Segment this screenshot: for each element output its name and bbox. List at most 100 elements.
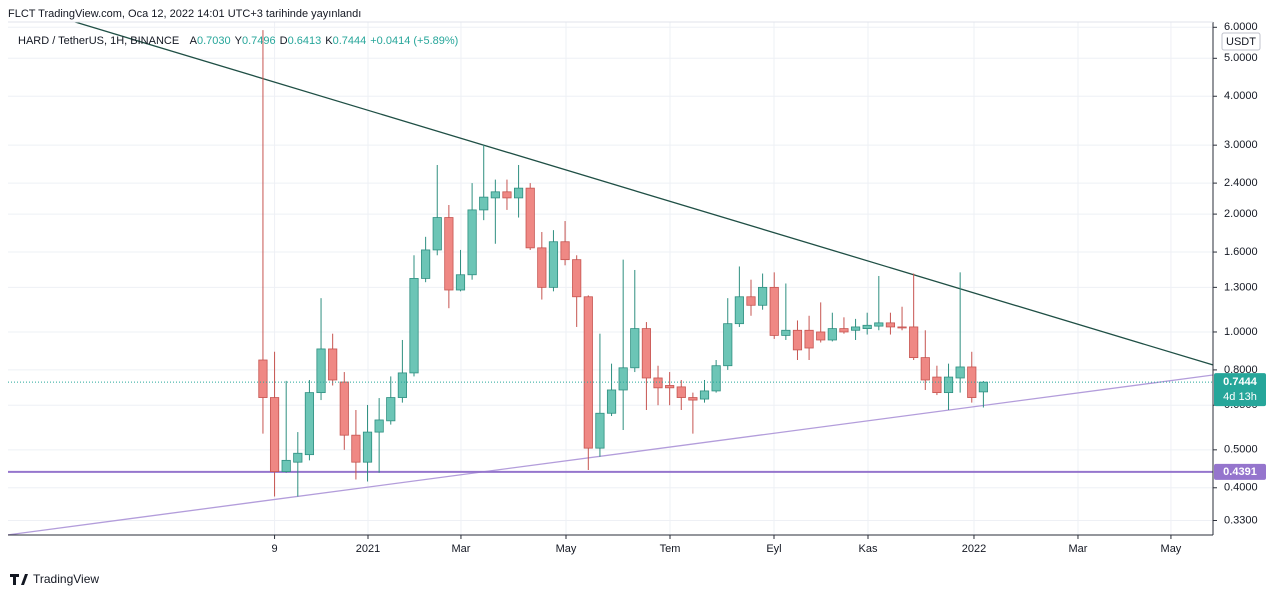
candle-body (943, 376, 954, 394)
candle-body (525, 187, 535, 249)
candle-body (630, 328, 640, 369)
candle-body (723, 323, 733, 367)
legend-value: 0.6413 (288, 35, 322, 47)
x-tick-label: 9 (272, 543, 278, 555)
candle-body (688, 397, 698, 401)
candle-body (304, 392, 315, 456)
price-line-label: 0.4391 (1223, 466, 1257, 478)
candle-body (792, 329, 803, 351)
candle-body (386, 397, 396, 422)
candle-body (955, 366, 965, 379)
candle-body (467, 209, 477, 276)
y-tick-label: 0.8000 (1224, 364, 1258, 376)
currency: USDT (1226, 36, 1256, 48)
candle-body (537, 247, 547, 288)
candle-body (560, 241, 570, 261)
candle-body (316, 348, 326, 394)
y-tick-label: 6.0000 (1224, 21, 1258, 33)
candle-body (269, 397, 280, 472)
legend: HARD / TetherUS, 1H, BINANCE A0.7030 Y0.7… (18, 35, 458, 47)
candle-body (502, 191, 512, 199)
y-tick-label: 2.0000 (1224, 208, 1258, 220)
x-tick-label: Kas (859, 543, 878, 555)
legend-key: Y (235, 35, 243, 47)
grid (8, 22, 1213, 535)
candle-body (548, 241, 559, 288)
candle-body (676, 386, 686, 398)
candle-body (374, 419, 384, 433)
candle-body (653, 377, 663, 389)
legend-value: 0.7030 (197, 35, 231, 47)
candle-body (711, 365, 721, 392)
footer: TradingView (33, 572, 99, 586)
candle-body (804, 329, 814, 349)
legend-value: 0.7444 (333, 35, 367, 47)
candle-body (618, 367, 628, 391)
trend-line (72, 22, 1213, 366)
y-tick-label: 1.6000 (1224, 246, 1258, 258)
candle-body (641, 328, 651, 379)
candle-body (409, 278, 419, 374)
candle-body (909, 326, 919, 359)
candle-body (699, 390, 710, 400)
candle-body (758, 286, 768, 306)
x-tick-label: May (556, 543, 577, 555)
x-tick-label: May (1161, 543, 1182, 555)
candle-body (885, 322, 896, 328)
candle-body (874, 322, 884, 327)
header: FLCT TradingView.com, Oca 12, 2022 14:01… (8, 8, 361, 20)
trend-line (8, 374, 1213, 535)
legend-change: +0.0414 (+5.89%) (370, 35, 458, 47)
currency-box[interactable] (1221, 32, 1261, 51)
y-tick-label: 5.0000 (1224, 52, 1258, 64)
y-tick-label: 1.0000 (1224, 326, 1258, 338)
candle-body (362, 431, 373, 463)
candle-body (258, 359, 268, 398)
candle-body (897, 326, 907, 329)
candle-body (351, 434, 361, 463)
y-tick-label: 0.4000 (1224, 482, 1258, 494)
candle-body (281, 459, 291, 472)
candle-body (572, 259, 582, 298)
last-price-label: 0.7444 (1223, 376, 1258, 388)
candle-body (328, 348, 338, 381)
plot-area (8, 22, 1213, 535)
candle-body (397, 372, 407, 398)
x-tick-label: 2022 (962, 543, 986, 555)
candle-body (455, 274, 466, 291)
candle-body (827, 328, 837, 341)
candle-body (432, 217, 442, 251)
legend-key: K (325, 35, 333, 47)
y-tick-label: 0.3300 (1224, 514, 1258, 526)
candle-body (595, 412, 605, 449)
y-tick-label: 3.0000 (1224, 139, 1258, 151)
legend-key: D (280, 35, 288, 47)
candle-body (769, 286, 779, 336)
candle-body (920, 357, 930, 381)
x-tick-label: Mar (451, 543, 470, 555)
candle-body (850, 326, 861, 331)
last-price-box (1214, 373, 1266, 407)
y-tick-label: 0.5000 (1224, 444, 1258, 456)
candle-body (665, 385, 675, 389)
footer-logo (10, 574, 28, 585)
candle-body (444, 217, 454, 291)
candle-body (816, 331, 826, 341)
legend-key: A (190, 35, 198, 47)
x-tick-label: Eyl (766, 543, 781, 555)
candle-body (606, 389, 617, 414)
x-tick-label: 2021 (356, 543, 380, 555)
candle-body (421, 249, 431, 279)
candle-body (490, 191, 500, 199)
candle-body (479, 196, 489, 211)
candle-body (514, 187, 524, 199)
x-tick-label: Mar (1068, 543, 1087, 555)
price-line-label-box (1214, 463, 1266, 480)
candle-body (862, 324, 872, 330)
y-tick-label: 2.4000 (1224, 177, 1258, 189)
candle-body (932, 376, 942, 394)
logo (10, 574, 28, 585)
candle-body (293, 452, 303, 463)
candle-body (978, 381, 988, 393)
